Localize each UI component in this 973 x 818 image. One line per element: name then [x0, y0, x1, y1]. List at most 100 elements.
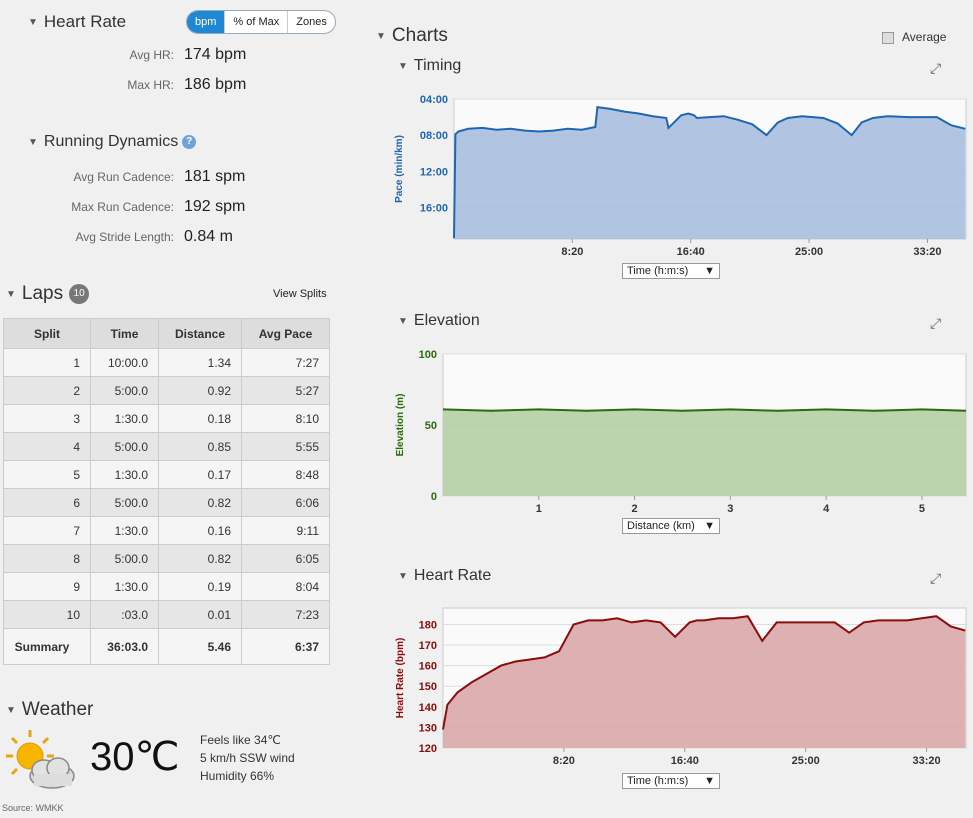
charts-title: Charts	[391, 25, 448, 46]
stride-length-label: Avg Stride Length:	[75, 230, 174, 244]
lap-cell-time: 1:30.0	[90, 572, 159, 601]
lap-cell-split: 3	[3, 404, 91, 433]
segment-zones[interactable]: Zones	[296, 16, 327, 28]
segment-percent-max[interactable]: % of Max	[225, 11, 289, 33]
x-tick-label: 8:20	[561, 246, 583, 258]
expand-hr-icon[interactable]: ⤢	[930, 570, 942, 586]
y-axis-label: Pace (min/km)	[394, 135, 405, 203]
expand-elevation-icon[interactable]: ⤢	[930, 315, 942, 331]
laps-row[interactable]: 6 5:00.0 0.82 6:06	[3, 488, 330, 517]
lap-cell-distance: 0.01	[158, 600, 242, 629]
series-area	[443, 409, 966, 496]
x-tick-label: 16:40	[671, 755, 699, 767]
y-tick-label: 04:00	[420, 94, 448, 106]
lap-cell-distance: 0.82	[158, 544, 242, 573]
laps-row[interactable]: 5 1:30.0 0.17 8:48	[3, 460, 330, 489]
lap-cell-avg-pace: 8:04	[241, 572, 330, 601]
hr-x-axis-select[interactable]: Time (h:m:s) ▼	[622, 773, 720, 789]
summary-cell-split: Summary	[3, 628, 91, 665]
heart-rate-chart: 120 130 140 150 160 170 180 8:20 16:40 25:00 33:20…	[395, 607, 967, 767]
laps-row[interactable]: 8 5:00.0 0.82 6:05	[3, 544, 330, 573]
laps-title: Laps	[21, 283, 64, 304]
lap-cell-split: 10	[3, 600, 91, 629]
timing-x-axis-select[interactable]: Time (h:m:s) ▼	[622, 263, 720, 279]
collapse-triangle-icon[interactable]: ▼	[6, 704, 16, 716]
timing-chart-title[interactable]: ▼ Timing	[398, 57, 461, 75]
laps-row[interactable]: 7 1:30.0 0.16 9:11	[3, 516, 330, 545]
x-tick-label: 5	[919, 503, 925, 515]
lap-cell-distance: 0.16	[158, 516, 242, 545]
lap-cell-time: 5:00.0	[90, 376, 159, 405]
lap-cell-distance: 0.82	[158, 488, 242, 517]
lap-cell-time: 5:00.0	[90, 432, 159, 461]
laps-row[interactable]: 10:03.0 0.01 7:23	[3, 600, 330, 629]
heart-rate-section-title[interactable]: ▼ Heart Rate	[28, 12, 126, 32]
series-line	[442, 408, 967, 412]
collapse-triangle-icon[interactable]: ▼	[376, 30, 386, 42]
elevation-x-axis-select[interactable]: Distance (km) ▼	[622, 518, 720, 534]
max-cadence-label: Max Run Cadence:	[71, 200, 174, 214]
y-tick-label: 180	[419, 619, 437, 631]
col-header-avg-pace[interactable]: Avg Pace	[241, 318, 330, 349]
lap-cell-avg-pace: 7:27	[241, 348, 330, 377]
help-icon[interactable]: ?	[182, 135, 197, 149]
laps-summary-row: Summary 36:03.0 5.46 6:37	[3, 628, 330, 665]
laps-row[interactable]: 4 5:00.0 0.85 5:55	[3, 432, 330, 461]
lap-cell-time: 5:00.0	[90, 544, 159, 573]
lap-cell-avg-pace: 6:06	[241, 488, 330, 517]
stride-length-row: Avg Stride Length: 0.84 m	[24, 228, 233, 246]
timing-title: Timing	[413, 57, 462, 74]
laps-row[interactable]: 9 1:30.0 0.19 8:04	[3, 572, 330, 601]
collapse-triangle-icon[interactable]: ▼	[28, 16, 38, 28]
lap-cell-distance: 0.85	[158, 432, 242, 461]
collapse-triangle-icon[interactable]: ▼	[398, 60, 408, 72]
lap-cell-time: 1:30.0	[90, 516, 159, 545]
lap-cell-avg-pace: 5:27	[241, 376, 330, 405]
y-tick-label: 08:00	[420, 130, 448, 142]
x-tick-label: 16:40	[677, 246, 705, 258]
expand-timing-icon[interactable]: ⤢	[930, 60, 942, 76]
view-splits-link[interactable]: View Splits	[273, 288, 327, 300]
summary-cell-time: 36:03.0	[90, 628, 159, 665]
collapse-triangle-icon[interactable]: ▼	[398, 315, 408, 327]
weather-title: Weather	[21, 699, 94, 720]
temperature-value: 30℃	[90, 735, 180, 779]
y-tick-label: 12:00	[420, 166, 448, 178]
laps-row[interactable]: 2 5:00.0 0.92 5:27	[3, 376, 330, 405]
avg-cadence-value: 181 spm	[184, 168, 246, 185]
lap-cell-avg-pace: 8:10	[241, 404, 330, 433]
col-header-split[interactable]: Split	[3, 318, 91, 349]
average-checkbox-row[interactable]: Average	[882, 30, 946, 44]
laps-row[interactable]: 1 10:00.0 1.34 7:27	[3, 348, 330, 377]
y-tick-label: 50	[425, 420, 437, 432]
weather-section-title[interactable]: ▼ Weather	[6, 699, 93, 721]
collapse-triangle-icon[interactable]: ▼	[28, 136, 38, 148]
running-dynamics-section-title[interactable]: ▼ Running Dynamics ?	[28, 133, 197, 151]
collapse-triangle-icon[interactable]: ▼	[398, 570, 408, 582]
dropdown-arrow-icon: ▼	[704, 520, 715, 532]
lap-cell-time: :03.0	[90, 600, 159, 629]
lap-cell-avg-pace: 5:55	[241, 432, 330, 461]
series-line	[442, 615, 966, 730]
lap-cell-split: 2	[3, 376, 91, 405]
max-cadence-row: Max Run Cadence: 192 spm	[24, 198, 245, 216]
stride-length-value: 0.84 m	[184, 228, 233, 245]
col-header-distance[interactable]: Distance	[158, 318, 242, 349]
col-header-time[interactable]: Time	[90, 318, 159, 349]
hr-unit-segmented-control: bpm % of Max Zones	[186, 10, 336, 34]
hr-select-label: Time (h:m:s)	[627, 775, 689, 787]
elevation-chart-title[interactable]: ▼ Elevation	[398, 312, 480, 330]
average-checkbox[interactable]	[882, 31, 894, 44]
lap-cell-split: 1	[3, 348, 91, 377]
lap-cell-split: 8	[3, 544, 91, 573]
segment-bpm[interactable]: bpm	[187, 11, 226, 33]
lap-cell-split: 4	[3, 432, 91, 461]
y-tick-label: 140	[419, 702, 437, 714]
y-tick-label: 130	[419, 722, 437, 734]
laps-section-title[interactable]: ▼ Laps 10	[6, 283, 90, 305]
series-area	[443, 616, 966, 748]
hr-chart-title[interactable]: ▼ Heart Rate	[398, 567, 491, 585]
laps-row[interactable]: 3 1:30.0 0.18 8:10	[3, 404, 330, 433]
charts-section-title[interactable]: ▼ Charts	[376, 25, 448, 47]
collapse-triangle-icon[interactable]: ▼	[6, 288, 16, 300]
